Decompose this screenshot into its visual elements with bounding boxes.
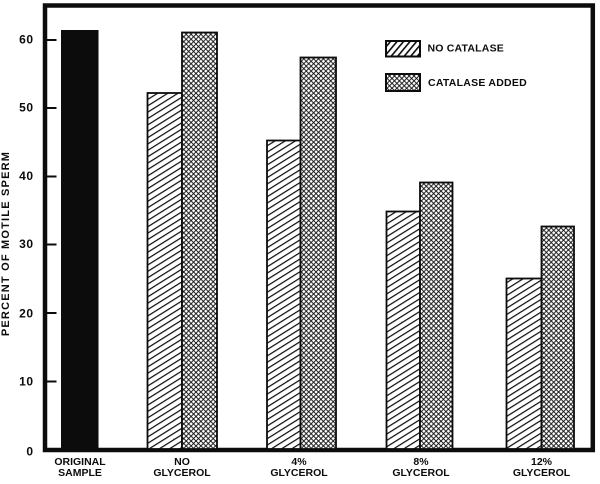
svg-text:GLYCEROL: GLYCEROL — [270, 467, 328, 479]
svg-text:50: 50 — [19, 101, 33, 115]
svg-text:GLYCEROL: GLYCEROL — [392, 467, 450, 479]
svg-text:NO CATALASE: NO CATALASE — [428, 43, 504, 55]
svg-text:60: 60 — [19, 33, 33, 47]
svg-text:8%: 8% — [413, 456, 429, 468]
svg-text:12%: 12% — [531, 456, 553, 468]
svg-text:40: 40 — [19, 169, 33, 183]
svg-text:CATALASE ADDED: CATALASE ADDED — [428, 77, 527, 89]
svg-text:10: 10 — [19, 375, 33, 389]
svg-text:0: 0 — [26, 445, 33, 459]
svg-text:4%: 4% — [291, 456, 307, 468]
svg-text:GLYCEROL: GLYCEROL — [153, 467, 211, 479]
svg-text:20: 20 — [19, 307, 33, 321]
svg-text:30: 30 — [19, 237, 33, 251]
svg-text:PERCENT OF MOTILE SPERM: PERCENT OF MOTILE SPERM — [0, 151, 12, 336]
svg-text:GLYCEROL: GLYCEROL — [513, 467, 571, 479]
svg-text:NO: NO — [174, 456, 190, 468]
svg-text:SAMPLE: SAMPLE — [58, 467, 102, 479]
svg-text:ORIGINAL: ORIGINAL — [54, 456, 106, 468]
